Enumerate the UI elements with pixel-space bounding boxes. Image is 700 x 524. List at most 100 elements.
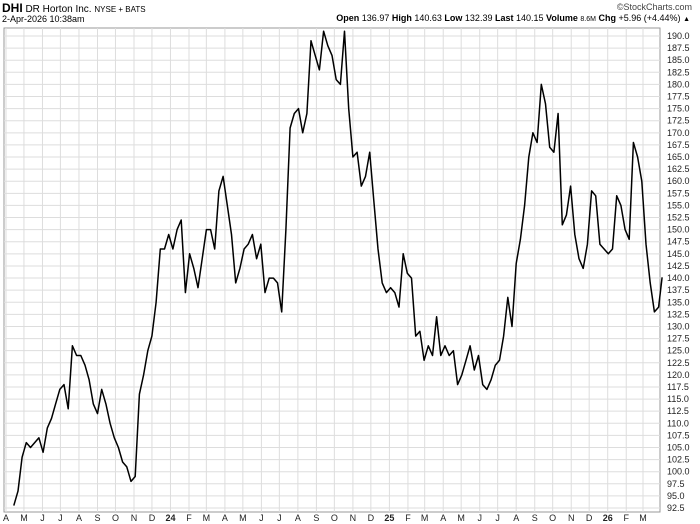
y-tick-label: 125.0 <box>667 346 690 356</box>
y-tick-label: 185.0 <box>667 55 690 65</box>
quote-stats: Open 136.97 High 140.63 Low 132.39 Last … <box>336 13 690 23</box>
y-tick-label: 135.0 <box>667 297 690 307</box>
x-tick-label: J <box>277 513 282 523</box>
x-tick-label: A <box>295 513 301 523</box>
last-value: 140.15 <box>516 13 544 23</box>
price-line <box>13 30 663 506</box>
x-tick-label: N <box>568 513 575 523</box>
low-label: Low <box>444 13 463 23</box>
y-tick-label: 152.5 <box>667 213 690 223</box>
x-tick-label: A <box>222 513 228 523</box>
x-tick-label: S <box>532 513 538 523</box>
x-tick-label: N <box>350 513 357 523</box>
y-tick-label: 190.0 <box>667 31 690 41</box>
y-tick-label: 140.0 <box>667 273 690 283</box>
volume-label: Volume <box>546 13 578 23</box>
y-tick-label: 150.0 <box>667 225 690 235</box>
y-tick-label: 175.0 <box>667 104 690 114</box>
y-tick-label: 160.0 <box>667 176 690 186</box>
y-tick-label: 127.5 <box>667 334 690 344</box>
x-tick-label: D <box>586 513 593 523</box>
high-label: High <box>391 13 412 23</box>
y-tick-label: 137.5 <box>667 285 690 295</box>
x-tick-label: M <box>457 513 465 523</box>
x-tick-label: J <box>58 513 63 523</box>
high-value: 140.63 <box>414 13 442 23</box>
y-tick-label: 167.5 <box>667 140 690 150</box>
watermark: ©StockCharts.com <box>616 2 692 12</box>
last-label: Last <box>494 13 514 23</box>
x-tick-label: J <box>477 513 482 523</box>
y-tick-label: 182.5 <box>667 67 690 77</box>
y-tick-label: 187.5 <box>667 43 690 53</box>
y-tick-label: 145.0 <box>667 249 690 259</box>
x-tick-label: N <box>131 513 138 523</box>
timestamp: 2-Apr-2026 10:38am <box>2 14 85 24</box>
x-tick-label: O <box>331 513 338 523</box>
x-tick-label: M <box>421 513 429 523</box>
x-tick-label: O <box>549 513 556 523</box>
open-label: Open <box>336 13 360 23</box>
y-tick-label: 157.5 <box>667 188 690 198</box>
y-tick-label: 172.5 <box>667 116 690 126</box>
x-tick-label: D <box>149 513 156 523</box>
x-tick-label: J <box>495 513 500 523</box>
y-tick-label: 112.5 <box>667 406 689 416</box>
x-tick-label: 26 <box>603 513 613 523</box>
y-tick-label: 165.0 <box>667 152 690 162</box>
x-tick-label: A <box>440 513 446 523</box>
y-tick-label: 130.0 <box>667 321 690 331</box>
volume-value: 8.6M <box>580 16 596 23</box>
y-tick-label: 142.5 <box>667 261 690 271</box>
y-tick-label: 95.0 <box>667 491 685 501</box>
y-tick-label: 110.0 <box>667 418 689 428</box>
y-tick-label: 120.0 <box>667 370 690 380</box>
x-tick-label: A <box>513 513 519 523</box>
x-tick-label: J <box>40 513 45 523</box>
ticker-symbol: DHI <box>2 1 23 15</box>
x-tick-label: M <box>239 513 247 523</box>
plot-area <box>3 27 661 513</box>
x-tick-label: O <box>112 513 119 523</box>
x-tick-label: M <box>20 513 28 523</box>
y-tick-label: 97.5 <box>667 479 685 489</box>
x-tick-label: F <box>405 513 411 523</box>
y-tick-label: 122.5 <box>667 358 690 368</box>
y-tick-label: 105.0 <box>667 442 690 452</box>
x-tick-label: M <box>639 513 647 523</box>
up-triangle-icon: ▲ <box>683 16 690 23</box>
x-tick-label: F <box>624 513 630 523</box>
x-tick-label: S <box>95 513 101 523</box>
x-tick-label: D <box>368 513 375 523</box>
y-tick-label: 177.5 <box>667 92 690 102</box>
y-tick-label: 117.5 <box>667 382 689 392</box>
x-tick-label: S <box>313 513 319 523</box>
symbol-title: DHI DR Horton Inc. NYSE + BATS <box>2 1 146 15</box>
y-tick-label: 102.5 <box>667 455 690 465</box>
y-tick-label: 115.0 <box>667 394 689 404</box>
x-tick-label: A <box>76 513 82 523</box>
x-tick-label: A <box>3 513 9 523</box>
chg-value: +5.96 (+4.44%) <box>618 13 681 23</box>
y-tick-label: 132.5 <box>667 309 690 319</box>
x-tick-label: 25 <box>384 513 394 523</box>
y-tick-label: 100.0 <box>667 467 690 477</box>
open-value: 136.97 <box>361 13 390 23</box>
y-tick-label: 107.5 <box>667 430 690 440</box>
y-tick-label: 155.0 <box>667 200 690 210</box>
exchange: NYSE + BATS <box>94 5 146 14</box>
y-tick-label: 162.5 <box>667 164 690 174</box>
low-value: 132.39 <box>464 13 493 23</box>
y-tick-label: 92.5 <box>667 503 685 513</box>
x-tick-label: F <box>186 513 192 523</box>
company-name: DR Horton Inc. <box>25 4 92 15</box>
chg-label: Chg <box>598 13 616 23</box>
y-tick-label: 147.5 <box>667 237 690 247</box>
x-tick-label: M <box>203 513 211 523</box>
x-tick-label: 24 <box>165 513 175 523</box>
x-tick-label: J <box>259 513 264 523</box>
y-tick-label: 170.0 <box>667 128 690 138</box>
y-tick-label: 180.0 <box>667 79 690 89</box>
